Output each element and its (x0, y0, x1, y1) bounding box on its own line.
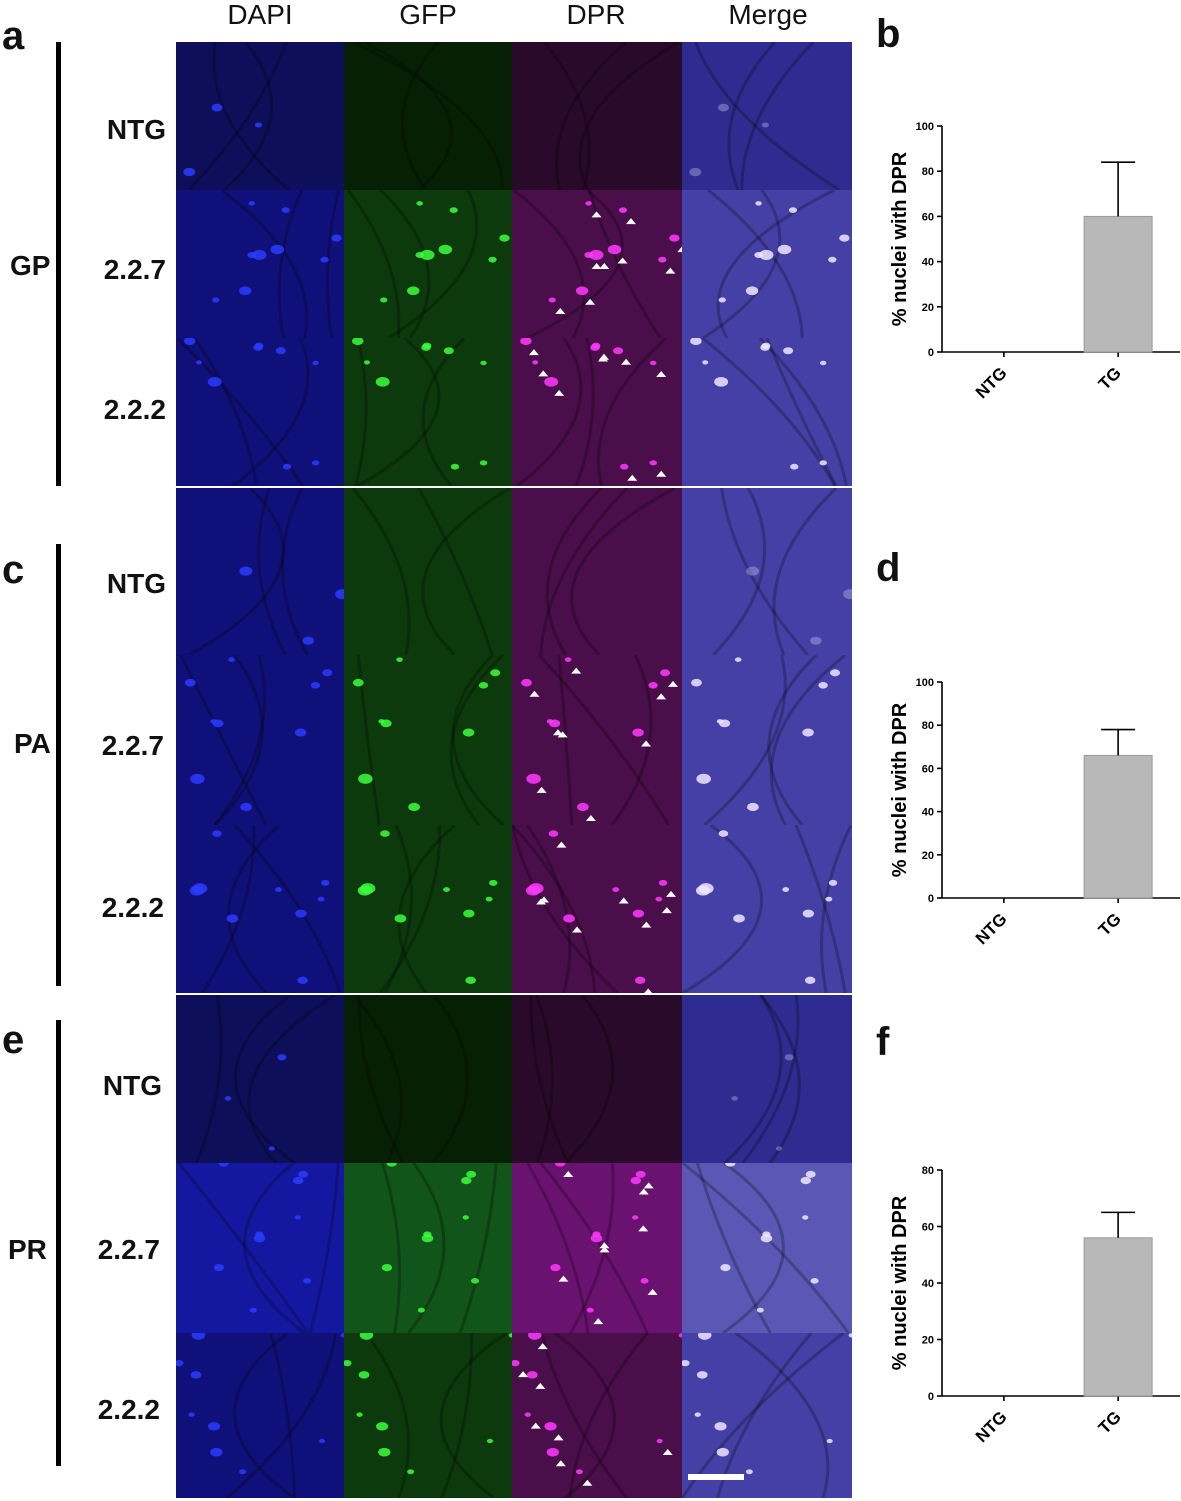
group-bar-pr (56, 1020, 61, 1466)
panel-letter-a: a (2, 14, 25, 58)
row-label-pa-227: 2.2.7 (101, 730, 164, 761)
column-header-dapi: DAPI (227, 0, 293, 30)
micrograph-tile-dapi (176, 190, 344, 338)
bar-tg (1083, 1237, 1153, 1397)
micrograph-tile-dpr (512, 338, 682, 486)
micrograph-tile-gfp (344, 488, 512, 655)
y-axis-label: % nuclei with DPR (889, 702, 911, 877)
micrograph-tile-dpr (512, 1333, 682, 1498)
x-tick-label-ntg: NTG (972, 1407, 1011, 1446)
micrograph-tile-merge (682, 1163, 852, 1333)
micrograph-tile-dapi (176, 825, 344, 993)
micrograph-tile-gfp (344, 338, 512, 486)
bar-tg (1083, 754, 1153, 899)
x-tick-label-tg: TG (1095, 909, 1125, 939)
y-axis-label: % nuclei with DPR (889, 1195, 911, 1370)
micrograph-tile-dpr (512, 1163, 682, 1333)
micrograph-tile-dpr (512, 995, 682, 1163)
micrograph-tile-gfp (344, 825, 512, 993)
panel-letter-d: d (876, 546, 901, 590)
y-tick-label: 60 (922, 763, 934, 775)
row-label-gp-222: 2.2.2 (103, 394, 166, 425)
micrograph-tile-dpr (512, 655, 682, 825)
micrograph-tile-dpr (512, 42, 682, 190)
micrograph-tile-merge (682, 825, 852, 993)
y-tick-label: 20 (922, 302, 934, 314)
micrograph-tile-dapi (176, 338, 344, 486)
y-tick-label: 80 (922, 1165, 934, 1177)
y-tick-label: 40 (922, 1278, 934, 1290)
y-tick-label: 80 (922, 166, 934, 178)
scale-bar (688, 1474, 744, 1480)
bar-chart-svg: 0 20 40 60 80 100 % nuclei with DPR NTG TG (889, 121, 1180, 402)
row-label-pr-ntg: NTG (102, 1070, 162, 1101)
micrograph-tile-gfp (344, 1163, 512, 1333)
y-tick-label: 20 (922, 1335, 934, 1347)
y-tick-label: 40 (922, 257, 934, 269)
group-label-gp: GP (10, 250, 51, 281)
micrograph-tile-merge (682, 488, 852, 655)
panel-letter-b: b (876, 12, 901, 56)
micrograph-tile-dapi (176, 1163, 344, 1333)
x-tick-label-tg: TG (1095, 363, 1125, 393)
panel-letter-c: c (2, 548, 25, 592)
group-label-pr: PR (8, 1234, 47, 1265)
micrograph-tile-merge (682, 995, 852, 1163)
y-axis-label: % nuclei with DPR (889, 151, 911, 326)
y-tick-label: 60 (922, 211, 934, 223)
row-label-pa-ntg: NTG (106, 568, 166, 599)
y-tick-label: 100 (916, 677, 934, 689)
micrograph-tile-dapi (176, 488, 344, 655)
micrograph-tile-gfp (344, 42, 512, 190)
y-tick-label: 100 (916, 121, 934, 133)
row-label-pr-222: 2.2.2 (97, 1394, 160, 1425)
chart-b: 0 20 40 60 80 100 % nuclei with DPR NTG TG (880, 108, 1180, 408)
micrograph-tile-merge (682, 1333, 852, 1498)
micrograph-tile-dpr (512, 825, 682, 993)
chart-f: 0 20 40 60 80 % nuclei with DPR NTG TG (880, 1152, 1180, 1452)
bar-chart-svg: 0 20 40 60 80 100 % nuclei with DPR NTG TG (889, 677, 1180, 948)
column-header-merge: Merge (728, 0, 808, 30)
panel-letter-f: f (876, 1020, 890, 1064)
y-tick-label: 20 (922, 850, 934, 862)
panel-letter-e: e (2, 1018, 25, 1062)
micrograph-tile-gfp (344, 1333, 512, 1498)
group-label-pa: PA (14, 728, 51, 759)
micrograph-tile-merge (682, 42, 852, 190)
y-tick-label: 0 (928, 893, 934, 905)
micrograph-tile-merge (682, 190, 852, 338)
y-tick-label: 0 (928, 1391, 934, 1403)
x-tick-label-tg: TG (1095, 1407, 1125, 1437)
y-tick-label: 0 (928, 347, 934, 359)
row-label-gp-ntg: NTG (106, 114, 166, 145)
micrograph-tile-dpr (512, 488, 682, 655)
micrograph-tile-gfp (344, 995, 512, 1163)
y-tick-label: 80 (922, 720, 934, 732)
row-label-pr-227: 2.2.7 (97, 1234, 160, 1265)
y-tick-label: 40 (922, 807, 934, 819)
micrograph-tile-dpr (512, 190, 682, 338)
micrograph-tile-gfp (344, 655, 512, 825)
micrograph-tile-dapi (176, 655, 344, 825)
bar-tg (1083, 215, 1153, 353)
micrograph-tile-gfp (344, 190, 512, 338)
x-tick-label-ntg: NTG (972, 909, 1011, 948)
y-tick-label: 60 (922, 1222, 934, 1234)
micrograph-tile-dapi (176, 1333, 344, 1498)
group-bar-pa (56, 544, 61, 986)
micrograph-tile-merge (682, 655, 852, 825)
micrograph-tile-merge (682, 338, 852, 486)
row-label-pa-222: 2.2.2 (101, 892, 164, 923)
column-header-dpr: DPR (566, 0, 626, 30)
x-tick-label-ntg: NTG (972, 363, 1011, 402)
chart-d: 0 20 40 60 80 100 % nuclei with DPR NTG TG (880, 664, 1180, 954)
bar-chart-svg: 0 20 40 60 80 % nuclei with DPR NTG TG (889, 1165, 1180, 1446)
column-header-gfp: GFP (399, 0, 457, 30)
group-bar-gp (56, 42, 61, 486)
row-label-gp-227: 2.2.7 (103, 254, 166, 285)
micrograph-tile-dapi (176, 995, 344, 1163)
micrograph-tile-dapi (176, 42, 344, 190)
